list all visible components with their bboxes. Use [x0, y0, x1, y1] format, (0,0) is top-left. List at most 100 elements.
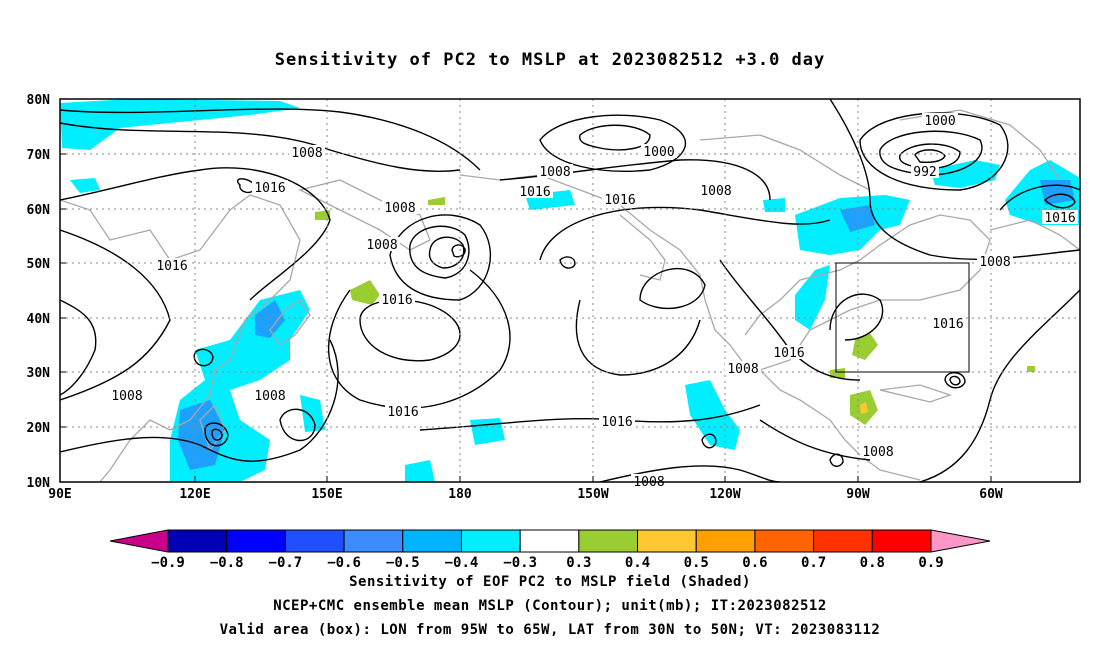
contour-line [409, 225, 470, 279]
shade-positive [315, 210, 330, 220]
contour-line [578, 124, 651, 151]
coastline [759, 369, 921, 481]
lon-label: 150W [577, 487, 608, 502]
contour-line [919, 289, 1080, 482]
colorbar-segment [460, 529, 521, 553]
contour-line [1043, 193, 1076, 209]
contour-label-bg [252, 180, 288, 194]
contour-label-bg [537, 164, 573, 178]
contour-label-bg [930, 316, 966, 330]
colorbar-label: −0.9 [151, 555, 185, 571]
contour-label-bg [109, 388, 145, 402]
coastline [60, 194, 301, 482]
contour-line [701, 433, 717, 449]
contour-label: 1008 [111, 389, 142, 404]
shade-positive [1027, 366, 1035, 372]
colorbar-label: 0.4 [625, 555, 650, 571]
contour-label: 1000 [924, 114, 955, 129]
contour-label: 1008 [979, 255, 1010, 270]
contour-line [859, 112, 1009, 191]
contour-line [60, 122, 461, 172]
contour-line [759, 419, 871, 461]
shade-negative [763, 198, 785, 212]
contour-label: 1008 [539, 165, 570, 180]
colorbar-segment [578, 529, 639, 553]
contour-label-bg [911, 164, 939, 178]
lon-labels: 90E 120E 150E 180 150W 120W 90W 60W [48, 487, 1003, 502]
shade-positive-strong [860, 402, 868, 414]
lon-label: 90W [846, 487, 870, 502]
colorbar-label: 0.6 [742, 555, 767, 571]
contour-label: 1016 [1044, 211, 1075, 226]
shade-negative [70, 178, 100, 193]
colorbar-segment [284, 529, 345, 553]
contour-label-bg [1042, 210, 1078, 224]
colorbar-label: −0.6 [327, 555, 361, 571]
shade-negative-strong [178, 400, 225, 470]
colorbar-segment [167, 529, 228, 553]
colorbar-segment [519, 529, 580, 553]
shade-positive [350, 280, 380, 305]
chart-title: Sensitivity of PC2 to MSLP at 2023082512… [274, 50, 826, 70]
shade-negative [930, 160, 1000, 188]
caption-line-2: NCEP+CMC ensemble mean MSLP (Contour); u… [273, 598, 827, 614]
contour-label: 1016 [601, 415, 632, 430]
shade-negative [405, 460, 435, 482]
coastline [619, 214, 666, 281]
lat-label: 40N [27, 312, 51, 327]
contour-line [60, 167, 331, 301]
contour-label: 1016 [773, 346, 804, 361]
contour-label: 1008 [291, 146, 322, 161]
contour-label-bg [364, 237, 400, 251]
contour-line [389, 214, 492, 301]
contour-line [428, 236, 465, 269]
contour-label: 1008 [384, 201, 415, 216]
contour-label-bg [252, 388, 288, 402]
contour-label: 1008 [700, 184, 731, 199]
shade-negative-strong [255, 300, 285, 338]
colorbar-label: −0.8 [210, 555, 244, 571]
lat-label: 20N [27, 421, 51, 436]
contour-line [539, 206, 831, 261]
contour-label-bg [922, 113, 958, 127]
shade-negative-strong [840, 205, 875, 232]
contour-label: 1016 [381, 293, 412, 308]
colorbar-label: −0.3 [503, 555, 537, 571]
shade-negative [470, 418, 505, 445]
colorbar-label: −0.7 [269, 555, 303, 571]
colorbar-segment [754, 529, 815, 553]
contour-line [359, 299, 461, 362]
coastline [459, 174, 991, 371]
contour-line [559, 256, 576, 269]
contour-label: 1008 [727, 362, 758, 377]
valid-area-box [835, 262, 970, 373]
contour-label-bg [289, 145, 325, 159]
colorbar-label: 0.7 [801, 555, 826, 571]
contour-label-bg [641, 144, 677, 158]
contour-label-bg [602, 192, 638, 206]
coastline [699, 134, 871, 191]
caption-line-3: Valid area (box): LON from 95W to 65W, L… [219, 622, 881, 638]
coastline [269, 299, 311, 346]
colorbar-segment [637, 529, 697, 553]
contour-line [829, 99, 1080, 260]
shade-positive [852, 333, 878, 360]
coastline-layer [60, 109, 1080, 482]
lat-label: 60N [27, 203, 51, 218]
contour-label-bg [599, 414, 635, 428]
coastline [298, 179, 431, 251]
colorbar-label: 0.5 [684, 555, 709, 571]
colorbar: −0.9 −0.8 −0.7 −0.6 −0.5 −0.4 −0.3 0.3 0.4 0.5 0.6… [109, 529, 991, 571]
colorbar-segment [871, 529, 932, 553]
shade-positive [428, 197, 445, 205]
lat-label: 10N [27, 476, 51, 491]
contour-label: 992 [913, 165, 936, 180]
contour-line [639, 267, 706, 310]
contour-line [898, 143, 961, 170]
contour-line [829, 453, 844, 467]
contour-line [327, 269, 511, 409]
contour-line [829, 293, 884, 341]
colorbar-segment [402, 529, 462, 553]
contour-label-bg [977, 254, 1013, 268]
